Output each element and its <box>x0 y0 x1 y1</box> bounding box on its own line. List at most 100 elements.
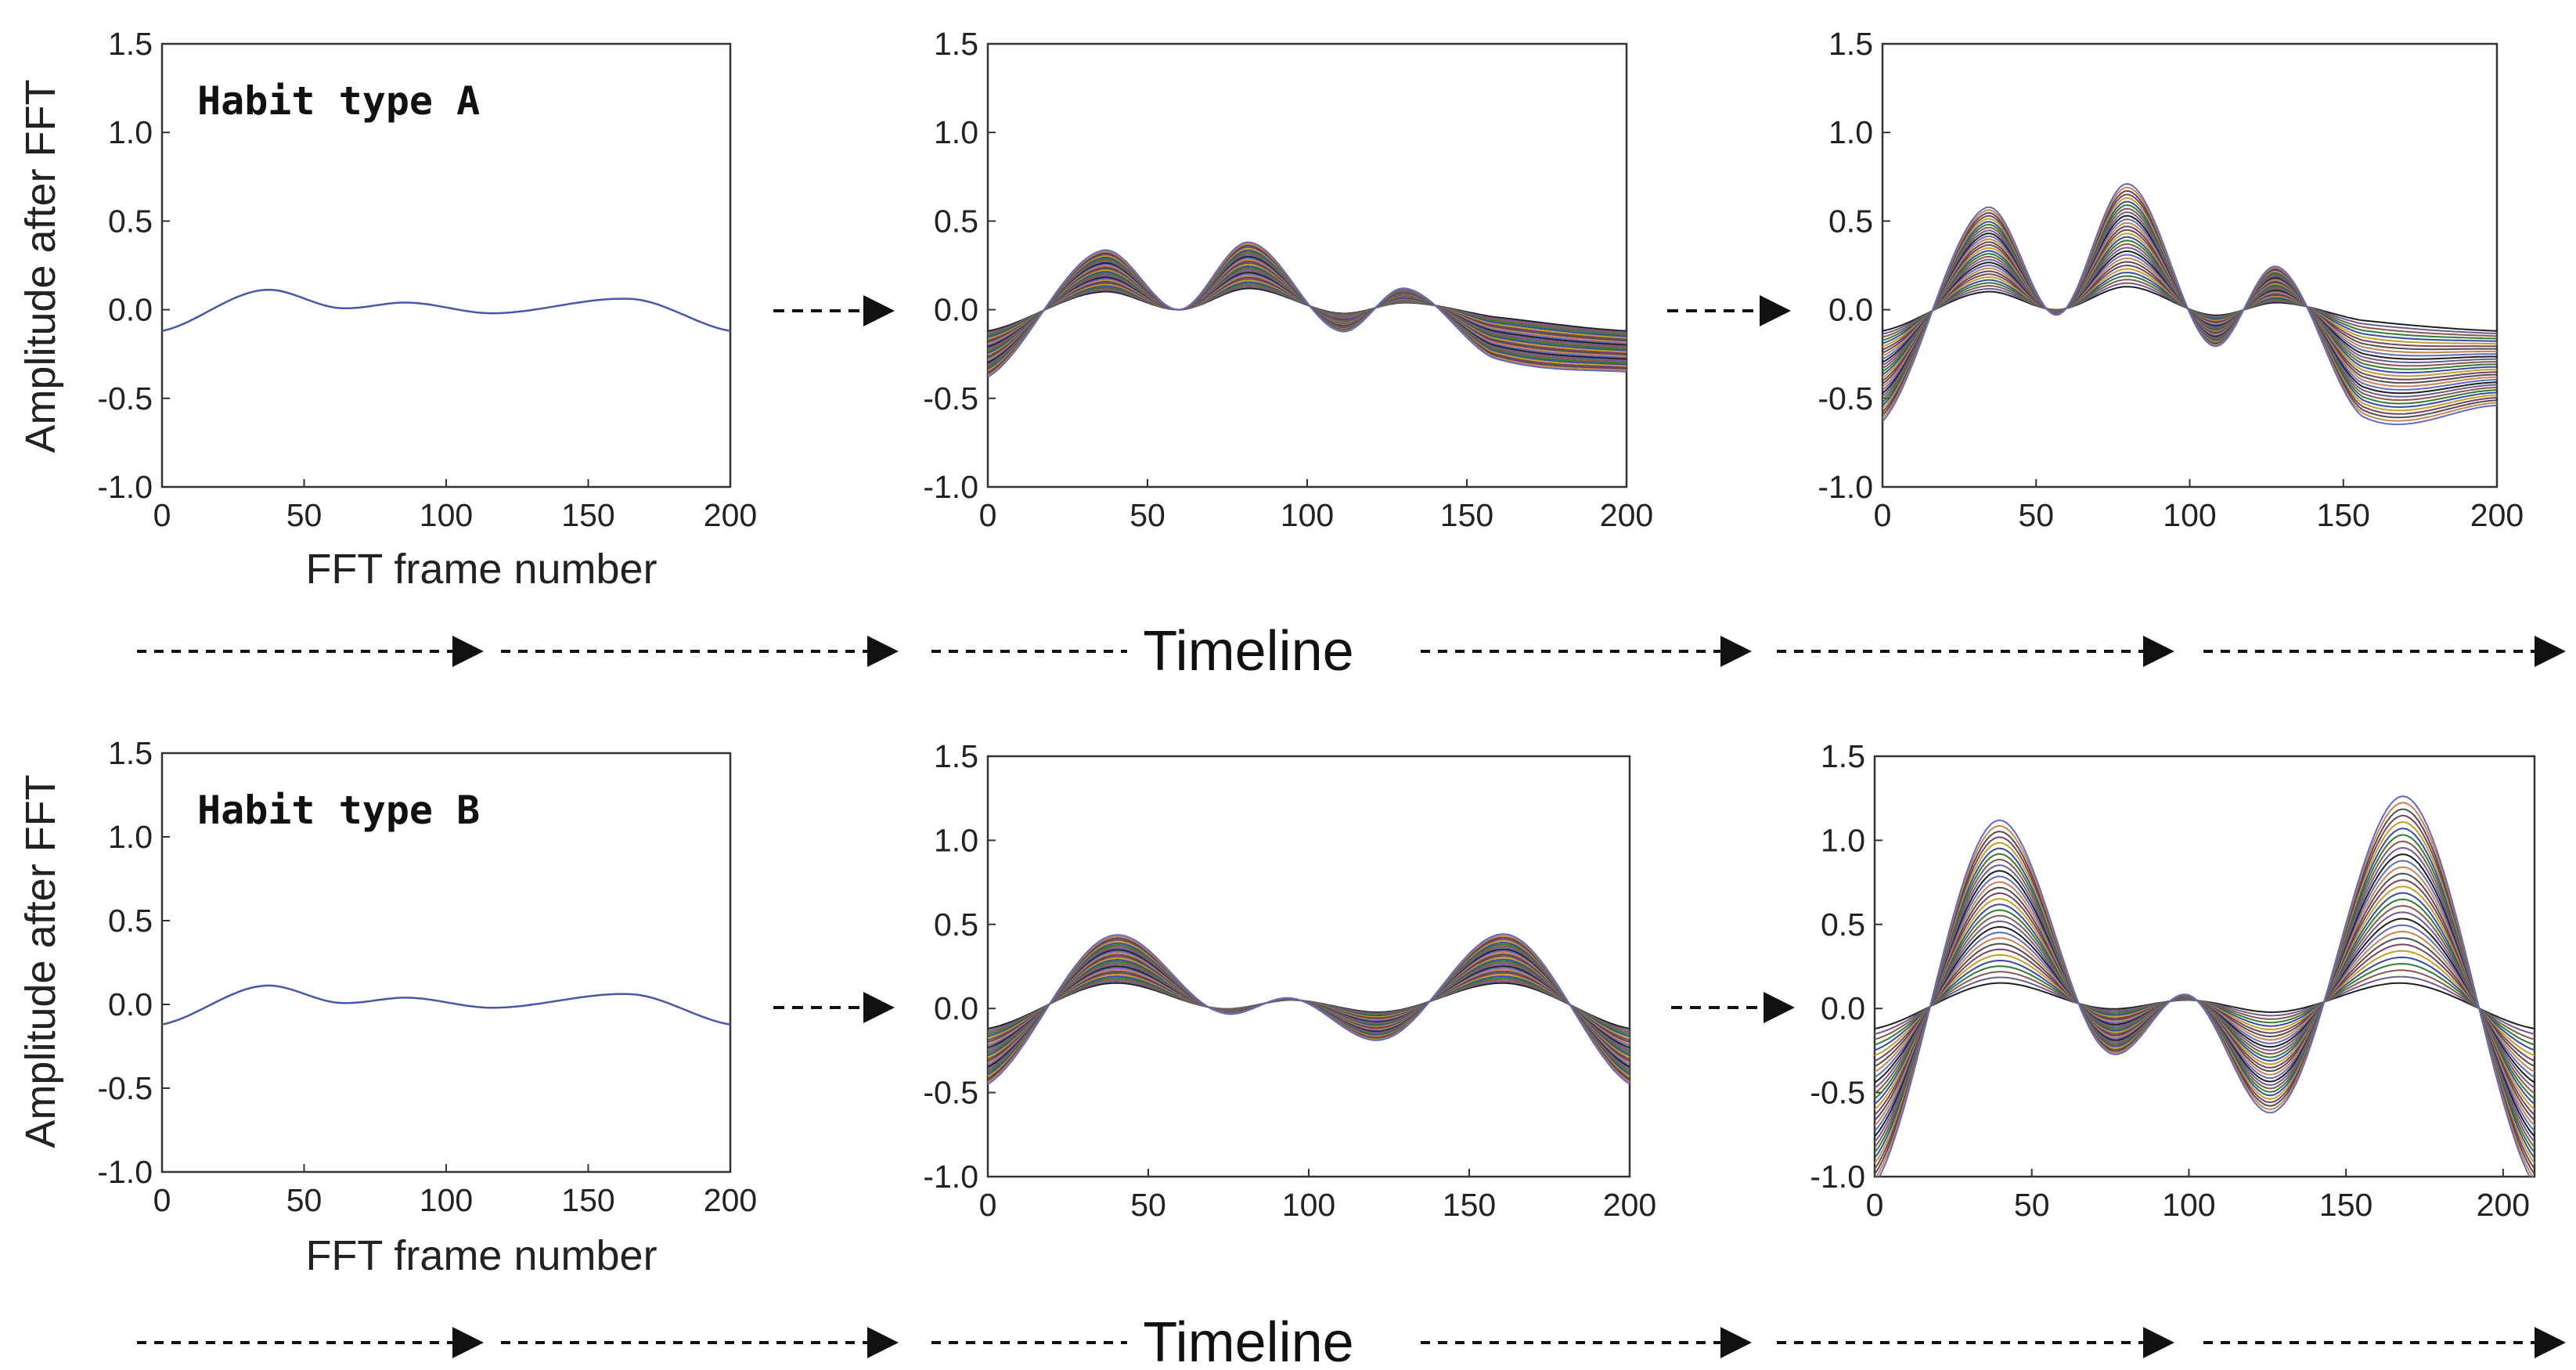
y-tick-label: 0.5 <box>108 903 153 939</box>
x-tick-label: 200 <box>2470 497 2524 533</box>
chart-panel-row2-col3: -1.0 -0.5 0.0 0.5 1.0 1.5 0 50 100 150 200 <box>1810 738 2536 1223</box>
series-group <box>988 241 1627 378</box>
x-tick-label: 0 <box>1874 497 1892 533</box>
x-tick-label: 0 <box>153 1182 171 1218</box>
chart-panel-row1-col1: -1.0 -0.5 0.0 0.5 1.0 1.5 0 50 100 150 200 Habit ty… <box>97 26 757 533</box>
x-axis-label-row2: FFT frame number <box>305 1232 657 1279</box>
y-tick-label: 0.0 <box>108 986 153 1022</box>
x-tick-label: 0 <box>979 497 997 533</box>
x-tick-label: 50 <box>286 1182 322 1218</box>
y-axis-label-row2: Amplitude after FFT <box>17 774 64 1148</box>
x-tick-label: 200 <box>704 497 757 533</box>
y-tick-label: 0.0 <box>108 292 153 328</box>
x-tick-label: 200 <box>2477 1187 2530 1223</box>
series-line <box>1882 182 2497 426</box>
y-tick-label: 1.0 <box>1821 822 1865 858</box>
chart-panel-row1-col2: -1.0 -0.5 0.0 0.5 1.0 1.5 0 50 100 150 200 <box>923 26 1653 533</box>
y-tick-label: 1.0 <box>108 114 153 150</box>
y-tick-label: -0.5 <box>1810 1075 1865 1111</box>
x-tick-label: 50 <box>1129 497 1166 533</box>
y-tick-label: 0.5 <box>1821 907 1865 943</box>
y-tick-label: -1.0 <box>1818 469 1873 505</box>
plot-frame <box>1873 755 2536 1178</box>
y-tick-label: 0.5 <box>934 203 978 239</box>
x-tick-label: 100 <box>2162 1187 2215 1223</box>
series-group <box>162 288 730 333</box>
y-tick-label: 0.0 <box>934 990 978 1026</box>
y-tick-label: -0.5 <box>97 1070 153 1106</box>
x-tick-label: 150 <box>1440 497 1493 533</box>
y-tick-label: 0.0 <box>934 292 978 328</box>
y-tick-label: -1.0 <box>923 1159 978 1195</box>
chart-panel-row2-col1: -1.0 -0.5 0.0 0.5 1.0 1.5 0 50 100 150 200 Habit ty… <box>97 735 757 1218</box>
timeline-bottom-label: Timeline <box>1143 1311 1353 1370</box>
x-tick-label: 150 <box>2317 497 2370 533</box>
series-line <box>1875 802 2534 1177</box>
x-tick-label: 50 <box>1130 1187 1166 1223</box>
series-line <box>1882 247 2497 366</box>
series-line <box>1882 254 2497 360</box>
chart-panels: -1.0 -0.5 0.0 0.5 1.0 1.5 0 50 100 150 200 Habit ty… <box>97 26 2536 1223</box>
x-tick-label: 200 <box>704 1182 757 1218</box>
y-tick-label: 0.5 <box>934 907 978 943</box>
y-tick-label: -1.0 <box>1810 1159 1865 1195</box>
series-group <box>988 933 1630 1085</box>
series-line <box>1875 904 2535 1094</box>
x-axis-label-row1: FFT frame number <box>305 546 657 593</box>
x-tick-label: 150 <box>561 497 614 533</box>
x-tick-label: 50 <box>2018 497 2054 533</box>
x-tick-label: 200 <box>1603 1187 1656 1223</box>
y-tick-label: -0.5 <box>923 380 978 416</box>
y-tick-label: 0.0 <box>1828 292 1873 328</box>
y-tick-label: -1.0 <box>97 469 153 505</box>
x-tick-label: 100 <box>2163 497 2216 533</box>
y-tick-label: 1.5 <box>934 738 978 774</box>
series-line <box>1882 218 2497 391</box>
x-tick-label: 50 <box>2014 1187 2050 1223</box>
y-tick-label: 1.0 <box>108 819 153 855</box>
series-line <box>1882 264 2497 351</box>
timeline-top-label: Timeline <box>1143 620 1353 683</box>
x-tick-label: 100 <box>420 1182 473 1218</box>
y-tick-label: 1.5 <box>934 26 978 62</box>
chart-panel-row1-col3: -1.0 -0.5 0.0 0.5 1.0 1.5 0 50 100 150 200 <box>1818 26 2524 533</box>
y-tick-label: -0.5 <box>923 1075 978 1111</box>
series-line <box>162 288 730 333</box>
series-line <box>1882 275 2497 341</box>
y-tick-label: 1.0 <box>1828 114 1873 150</box>
y-tick-label: 1.5 <box>1821 738 1865 774</box>
y-tick-label: -1.0 <box>97 1154 153 1190</box>
y-tick-label: 1.5 <box>108 735 153 771</box>
series-group <box>1875 795 2535 1177</box>
series-line <box>1879 795 2531 1177</box>
series-line <box>988 276 1627 343</box>
x-tick-label: 150 <box>2319 1187 2372 1223</box>
series-group <box>162 984 730 1026</box>
y-axis-label-row1: Amplitude after FFT <box>17 79 64 452</box>
series-line <box>988 275 1627 344</box>
x-tick-label: 50 <box>286 497 322 533</box>
x-tick-label: 100 <box>1281 497 1334 533</box>
chart-panel-row2-col2: -1.0 -0.5 0.0 0.5 1.0 1.5 0 50 100 150 200 <box>923 738 1656 1223</box>
x-tick-label: 150 <box>1443 1187 1496 1223</box>
series-line <box>1882 236 2497 376</box>
timeline-top: Timeline <box>137 620 2566 683</box>
y-tick-label: 1.5 <box>1828 26 1873 62</box>
series-line <box>1882 225 2497 385</box>
series-line <box>1875 911 2535 1089</box>
timeline-bottom: Timeline <box>137 1311 2566 1370</box>
series-line <box>988 933 1630 1085</box>
series-line <box>1882 243 2497 370</box>
x-tick-label: 0 <box>979 1187 997 1223</box>
x-tick-label: 0 <box>153 497 171 533</box>
series-line <box>162 984 730 1026</box>
series-line <box>988 241 1627 378</box>
series-line <box>988 273 1627 346</box>
x-tick-label: 0 <box>1866 1187 1884 1223</box>
series-group <box>1882 182 2497 426</box>
x-tick-label: 150 <box>561 1182 614 1218</box>
y-tick-label: 0.5 <box>1828 203 1873 239</box>
series-line <box>1882 272 2497 344</box>
panel-title: Habit type A <box>197 78 480 124</box>
